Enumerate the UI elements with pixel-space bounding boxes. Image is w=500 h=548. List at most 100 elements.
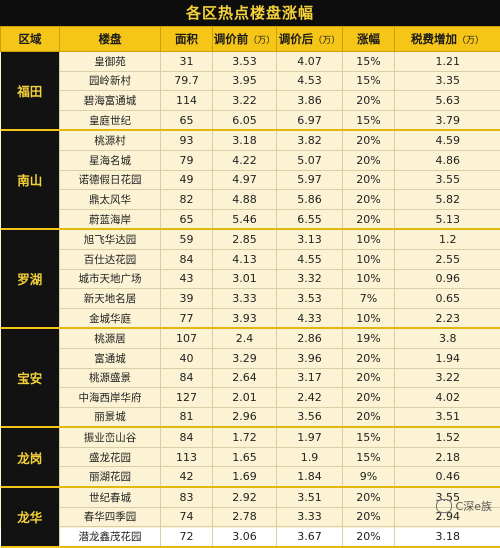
cell-rise: 20% (343, 209, 395, 229)
header-post: 调价后（万） (277, 27, 343, 52)
cell-name: 新天地名居 (60, 289, 161, 309)
cell-tax: 2.23 (395, 308, 500, 328)
page-title: 各区热点楼盘涨幅 (0, 0, 500, 26)
cell-tax: 5.82 (395, 190, 500, 210)
cell-name: 桃源盛景 (60, 368, 161, 388)
cell-area: 65 (161, 110, 213, 130)
cell-rise: 20% (343, 368, 395, 388)
cell-post: 3.33 (277, 507, 343, 527)
cell-rise: 7% (343, 289, 395, 309)
cell-pre: 2.01 (213, 388, 277, 408)
cell-pre: 4.88 (213, 190, 277, 210)
cell-post: 6.97 (277, 110, 343, 130)
cell-rise: 15% (343, 52, 395, 72)
cell-name: 富通城 (60, 348, 161, 368)
cell-rise: 20% (343, 487, 395, 507)
cell-post: 4.33 (277, 308, 343, 328)
cell-post: 5.86 (277, 190, 343, 210)
cell-tax: 0.46 (395, 467, 500, 487)
cell-tax: 0.65 (395, 289, 500, 309)
cell-name: 世纪春城 (60, 487, 161, 507)
cell-area: 77 (161, 308, 213, 328)
header-tax: 税费增加（万） (395, 27, 500, 52)
cell-post: 3.82 (277, 130, 343, 150)
cell-name: 潜龙鑫茂花园 (60, 527, 161, 547)
cell-pre: 3.29 (213, 348, 277, 368)
watermark: C深e族 (436, 498, 492, 514)
cell-rise: 20% (343, 388, 395, 408)
cell-post: 2.86 (277, 328, 343, 348)
cell-tax: 4.02 (395, 388, 500, 408)
cell-area: 72 (161, 527, 213, 547)
cell-area: 82 (161, 190, 213, 210)
cell-tax: 3.18 (395, 527, 500, 547)
cell-area: 59 (161, 229, 213, 249)
cell-post: 5.97 (277, 170, 343, 190)
cell-tax: 1.2 (395, 229, 500, 249)
cell-name: 丽湖花园 (60, 467, 161, 487)
cell-pre: 2.85 (213, 229, 277, 249)
cell-pre: 1.65 (213, 447, 277, 467)
cell-area: 84 (161, 368, 213, 388)
cell-pre: 4.97 (213, 170, 277, 190)
cell-pre: 2.78 (213, 507, 277, 527)
cell-name: 盛龙花园 (60, 447, 161, 467)
cell-name: 中海西岸华府 (60, 388, 161, 408)
cell-rise: 19% (343, 328, 395, 348)
cell-area: 114 (161, 91, 213, 111)
cell-rise: 15% (343, 71, 395, 91)
price-table-page: 各区热点楼盘涨幅 区域 楼盘 面积 调价前（万） 调价后（万） 涨幅 税费增加（… (0, 0, 500, 528)
cell-pre: 3.22 (213, 91, 277, 111)
cell-area: 113 (161, 447, 213, 467)
cell-area: 79 (161, 150, 213, 170)
cell-name: 皇庭世纪 (60, 110, 161, 130)
cell-area: 31 (161, 52, 213, 72)
cell-name: 星海名城 (60, 150, 161, 170)
cell-tax: 1.94 (395, 348, 500, 368)
watermark-text: C深e族 (456, 498, 492, 514)
cell-area: 40 (161, 348, 213, 368)
cell-tax: 1.21 (395, 52, 500, 72)
district-label: 福田 (1, 52, 60, 131)
district-label: 南山 (1, 130, 60, 229)
cell-name: 百仕达花园 (60, 249, 161, 269)
cell-rise: 15% (343, 427, 395, 447)
cell-tax: 2.55 (395, 249, 500, 269)
cell-post: 1.97 (277, 427, 343, 447)
cell-area: 74 (161, 507, 213, 527)
cell-pre: 3.53 (213, 52, 277, 72)
cell-rise: 20% (343, 407, 395, 427)
cell-pre: 2.64 (213, 368, 277, 388)
cell-area: 84 (161, 249, 213, 269)
cell-tax: 3.55 (395, 170, 500, 190)
cell-tax: 5.63 (395, 91, 500, 111)
cell-pre: 5.46 (213, 209, 277, 229)
cell-name: 丽景城 (60, 407, 161, 427)
cell-rise: 20% (343, 91, 395, 111)
cell-area: 42 (161, 467, 213, 487)
district-label: 龙华 (1, 487, 60, 547)
cell-pre: 4.22 (213, 150, 277, 170)
cell-pre: 6.05 (213, 110, 277, 130)
cell-post: 1.9 (277, 447, 343, 467)
cell-rise: 20% (343, 348, 395, 368)
cell-post: 3.86 (277, 91, 343, 111)
cell-area: 83 (161, 487, 213, 507)
header-rise: 涨幅 (343, 27, 395, 52)
